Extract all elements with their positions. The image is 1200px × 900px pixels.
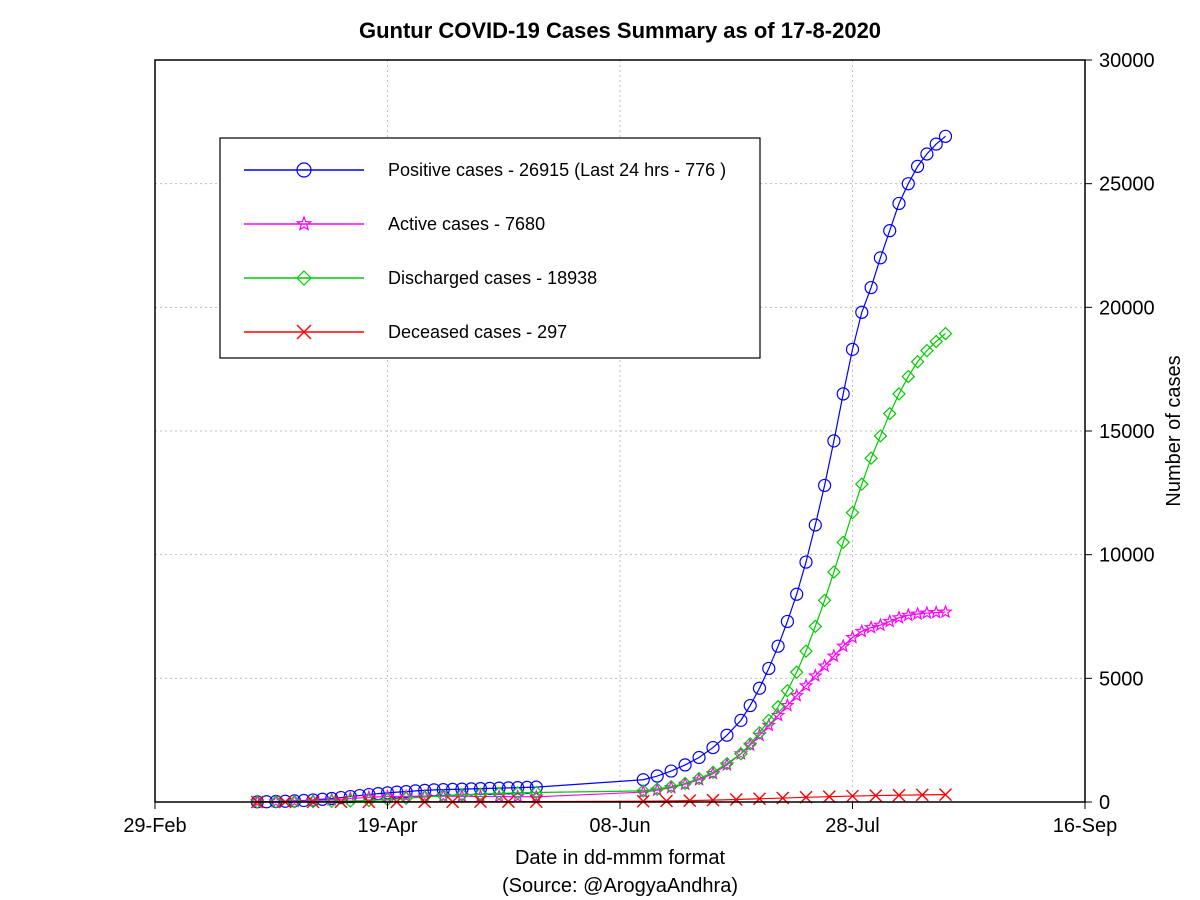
legend-label: Positive cases - 26915 (Last 24 hrs - 77… bbox=[388, 160, 726, 180]
y-tick-label: 10000 bbox=[1099, 545, 1155, 567]
chart-svg: 29-Feb 19-Apr 08-Jun 28-Jul 16-Sep0 5000 10000… bbox=[0, 0, 1200, 900]
chart-title: Guntur COVID-19 Cases Summary as of 17-8… bbox=[359, 18, 881, 43]
legend-label: Deceased cases - 297 bbox=[388, 322, 567, 342]
y-tick-label: 20000 bbox=[1099, 297, 1155, 319]
y-tick-label: 5000 bbox=[1099, 668, 1144, 690]
x-axis-label: Date in dd-mmm format bbox=[515, 847, 725, 869]
y-axis-label: Number of cases bbox=[1163, 355, 1185, 506]
x-tick-label: 16-Sep bbox=[1053, 815, 1118, 837]
x-tick-label: 19-Apr bbox=[357, 815, 417, 837]
y-tick-label: 25000 bbox=[1099, 174, 1155, 196]
y-tick-label: 15000 bbox=[1099, 421, 1155, 443]
y-tick-label: 30000 bbox=[1099, 50, 1155, 72]
x-tick-label: 08-Jun bbox=[589, 815, 650, 837]
y-tick-label: 0 bbox=[1099, 792, 1110, 814]
x-tick-label: 28-Jul bbox=[825, 815, 879, 837]
chart-container: 29-Feb 19-Apr 08-Jun 28-Jul 16-Sep0 5000 10000… bbox=[0, 0, 1200, 900]
legend-label: Discharged cases - 18938 bbox=[388, 268, 597, 288]
legend-label: Active cases - 7680 bbox=[388, 214, 545, 234]
source-label: (Source: @ArogyaAndhra) bbox=[502, 875, 738, 897]
x-tick-label: 29-Feb bbox=[123, 815, 186, 837]
